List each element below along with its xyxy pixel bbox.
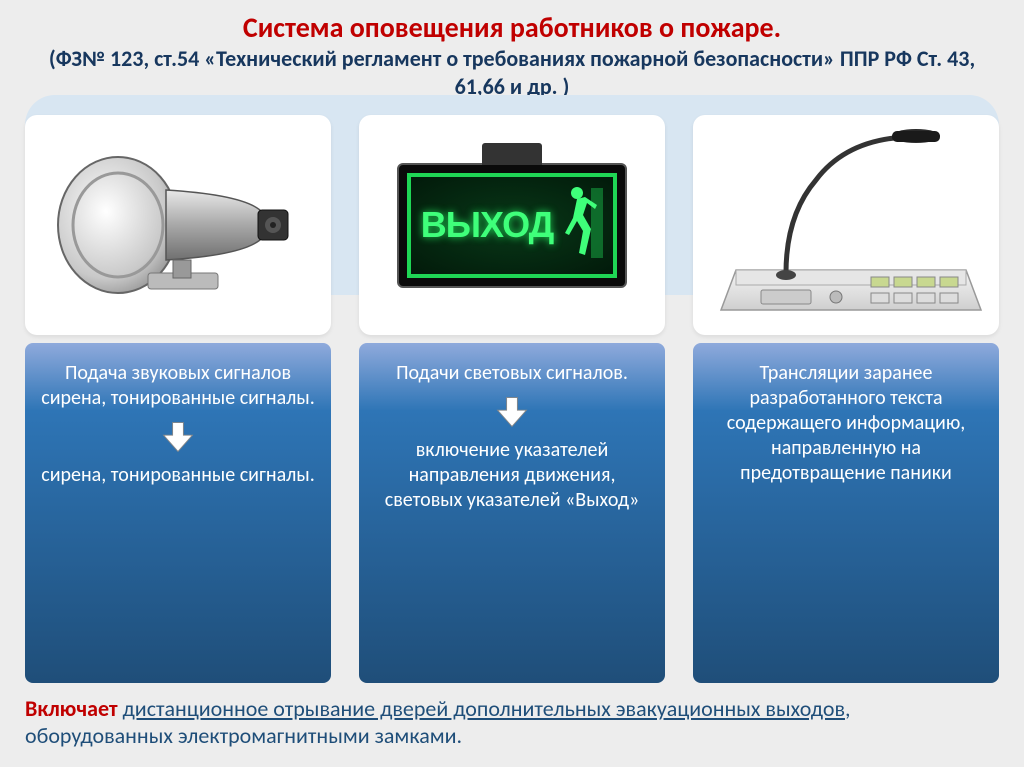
sound-description-card: Подача звуковых сигналов сирена, тониров… (25, 343, 331, 683)
column-light: ВЫХОД Подачи световых сигналов. включени… (359, 115, 665, 683)
subtitle: (ФЗ№ 123, ст.54 «Технический регламент о… (25, 45, 999, 100)
exit-sign-icon: ВЫХОД (397, 163, 627, 288)
exit-hanger (482, 143, 542, 165)
exit-inner: ВЫХОД (407, 173, 617, 278)
sound-bottom-text: сирена, тонированные сигналы. (41, 463, 315, 488)
columns-row: Подача звуковых сигналов сирена, тониров… (25, 115, 999, 683)
exit-label: ВЫХОД (421, 204, 554, 246)
horn-speaker-image (25, 115, 331, 335)
main-title: Система оповещения работников о пожаре. (25, 10, 999, 45)
footer-text: Включает дистанционное отрывание дверей … (25, 695, 999, 749)
exit-sign-image: ВЫХОД (359, 115, 665, 335)
title-block: Система оповещения работников о пожаре. … (25, 10, 999, 100)
light-bottom-text: включение указателей направления движени… (371, 438, 653, 513)
horn-speaker-icon (48, 135, 308, 315)
light-top-text: Подачи световых сигналов. (396, 361, 628, 386)
column-broadcast: Трансляции заранее разработанного текста… (693, 115, 999, 683)
column-sound: Подача звуковых сигналов сирена, тониров… (25, 115, 331, 683)
broadcast-text: Трансляции заранее разработанного текста… (705, 361, 987, 486)
footer-bold: Включает (25, 695, 118, 722)
light-description-card: Подачи световых сигналов. включение указ… (359, 343, 665, 683)
microphone-console-image (693, 115, 999, 335)
broadcast-description-card: Трансляции заранее разработанного текста… (693, 343, 999, 683)
sound-top-text: Подача звуковых сигналов сирена, тониров… (37, 361, 319, 411)
arrow-down-icon (494, 394, 530, 430)
microphone-console-icon (706, 125, 986, 325)
running-man-icon (561, 183, 603, 268)
footer-underlined: дистанционное отрывание дверей дополните… (123, 695, 845, 722)
arrow-down-icon (160, 419, 196, 455)
